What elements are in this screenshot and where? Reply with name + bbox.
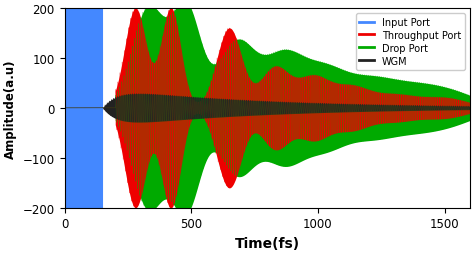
Y-axis label: Amplitude(a.u): Amplitude(a.u) [4, 59, 17, 158]
Legend: Input Port, Throughput Port, Drop Port, WGM: Input Port, Throughput Port, Drop Port, … [356, 14, 465, 70]
X-axis label: Time(fs): Time(fs) [235, 236, 300, 250]
